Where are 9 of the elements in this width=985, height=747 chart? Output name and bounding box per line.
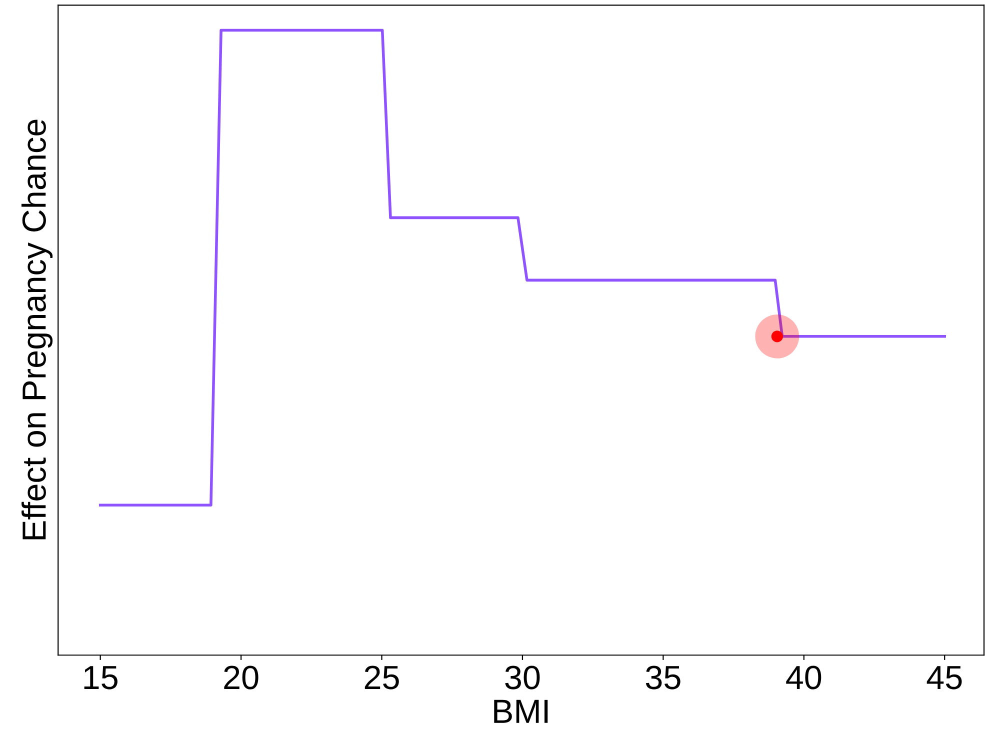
x-tick-label: 45 xyxy=(926,666,962,690)
x-tick-label: 20 xyxy=(224,666,258,690)
y-axis-title: Effect on Pregnancy Chance xyxy=(21,120,53,540)
x-tick-label: 30 xyxy=(505,666,540,690)
x-tick-label: 40 xyxy=(786,666,822,690)
x-tick-label: 15 xyxy=(84,666,118,690)
x-tick-label: 35 xyxy=(646,666,680,690)
x-axis-title: BMI xyxy=(494,700,548,723)
x-tick-label: 25 xyxy=(364,666,399,690)
